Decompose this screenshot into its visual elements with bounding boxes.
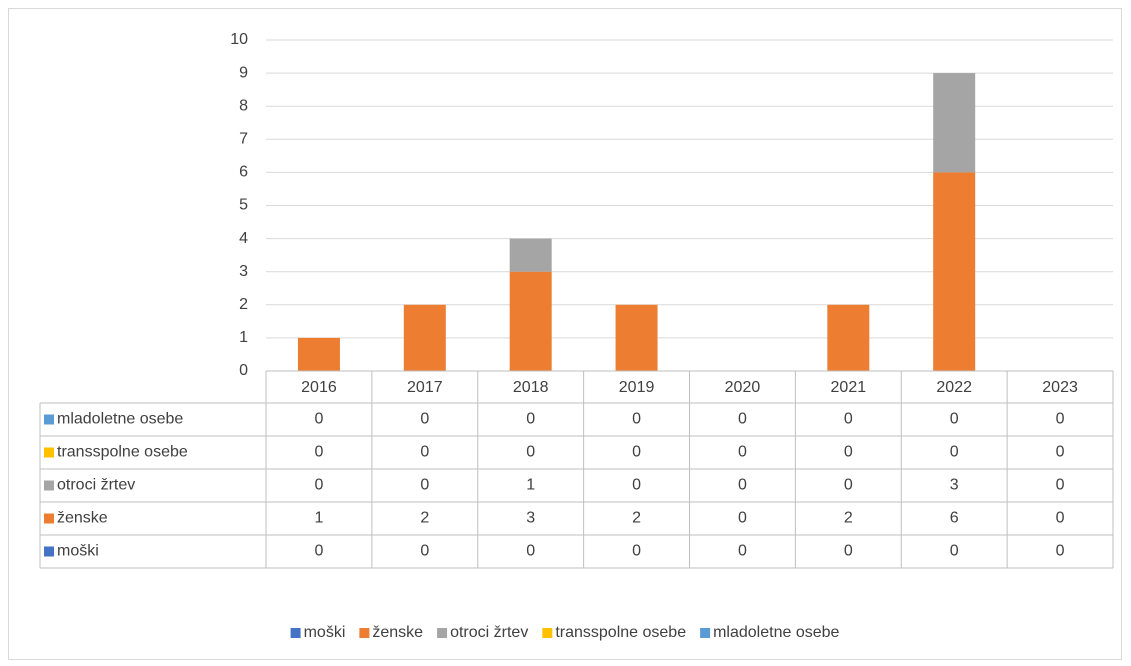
table-row-label: mladoletne osebe [57, 411, 183, 428]
legend-label: ženske [372, 624, 423, 641]
table-cell: 0 [1056, 477, 1065, 494]
y-tick-label: 5 [239, 197, 248, 214]
table-cell: 0 [526, 444, 535, 461]
bar-segment [933, 172, 976, 371]
table-cell: 0 [1056, 411, 1065, 428]
table-cell: 0 [844, 543, 853, 560]
table-cell: 3 [950, 477, 959, 494]
table-cell: 0 [314, 477, 323, 494]
table-cell: 0 [420, 411, 429, 428]
legend-key [700, 628, 711, 638]
table-cell: 0 [844, 411, 853, 428]
bar-segment [403, 304, 446, 371]
bar-segment [509, 238, 552, 272]
x-tick-label: 2023 [1042, 379, 1078, 396]
table-row-label: otroci žrtev [57, 477, 135, 494]
y-tick-label: 2 [239, 296, 248, 313]
x-tick-label: 2022 [936, 379, 972, 396]
table-row-label: ženske [57, 510, 108, 527]
y-tick-label: 1 [239, 329, 248, 346]
legend-label: mladoletne osebe [713, 624, 839, 641]
table-cell: 0 [950, 444, 959, 461]
table-cell: 0 [632, 444, 641, 461]
x-tick-label: 2020 [725, 379, 761, 396]
table-cell: 3 [526, 510, 535, 527]
y-tick-label: 0 [239, 362, 248, 379]
table-cell: 0 [738, 543, 747, 560]
table-cell: 0 [314, 543, 323, 560]
x-tick-label: 2016 [301, 379, 337, 396]
legend-label: moški [304, 624, 346, 641]
table-cell: 0 [314, 411, 323, 428]
table-cell: 2 [632, 510, 641, 527]
table-legend-key [44, 414, 54, 425]
table-cell: 0 [632, 411, 641, 428]
bar-segment [933, 73, 976, 173]
table-cell: 0 [420, 477, 429, 494]
table-cell: 0 [738, 411, 747, 428]
legend-label: transspolne osebe [555, 624, 686, 641]
table-legend-key [44, 546, 54, 557]
y-tick-label: 3 [239, 263, 248, 280]
table-cell: 2 [420, 510, 429, 527]
y-tick-label: 8 [239, 97, 248, 114]
bar-segment [509, 271, 552, 371]
legend-key [542, 628, 553, 638]
table-row-label: transspolne osebe [57, 444, 188, 461]
table-cell: 0 [632, 477, 641, 494]
table-cell: 6 [950, 510, 959, 527]
bar-segment [297, 337, 340, 371]
table-cell: 0 [526, 411, 535, 428]
table-legend-key [44, 447, 54, 458]
table-legend-key [44, 513, 54, 524]
table-cell: 0 [314, 444, 323, 461]
table-cell: 1 [526, 477, 535, 494]
table-cell: 0 [632, 543, 641, 560]
table-cell: 0 [950, 411, 959, 428]
table-cell: 0 [950, 543, 959, 560]
table-cell: 2 [844, 510, 853, 527]
table-row-label: moški [57, 543, 99, 560]
x-tick-label: 2021 [831, 379, 867, 396]
table-cell: 0 [1056, 543, 1065, 560]
table-cell: 0 [844, 477, 853, 494]
table-cell: 0 [1056, 510, 1065, 527]
bar-segment [615, 304, 658, 371]
table-legend-key [44, 480, 54, 491]
x-tick-label: 2019 [619, 379, 655, 396]
bar-segment [827, 304, 870, 371]
table-cell: 0 [738, 477, 747, 494]
legend-key [437, 628, 448, 638]
table-cell: 0 [738, 444, 747, 461]
legend-label: otroci žrtev [450, 624, 528, 641]
legend-key [290, 628, 301, 638]
x-tick-label: 2018 [513, 379, 549, 396]
y-tick-label: 9 [239, 64, 248, 81]
table-cell: 1 [314, 510, 323, 527]
x-tick-label: 2017 [407, 379, 443, 396]
y-tick-label: 10 [230, 31, 248, 48]
table-cell: 0 [420, 444, 429, 461]
table-cell: 0 [1056, 444, 1065, 461]
y-tick-label: 4 [239, 230, 248, 247]
table-cell: 0 [420, 543, 429, 560]
table-cell: 0 [844, 444, 853, 461]
legend-key [359, 628, 370, 638]
table-cell: 0 [738, 510, 747, 527]
table-cell: 0 [526, 543, 535, 560]
y-tick-label: 6 [239, 164, 248, 181]
y-tick-label: 7 [239, 131, 248, 148]
